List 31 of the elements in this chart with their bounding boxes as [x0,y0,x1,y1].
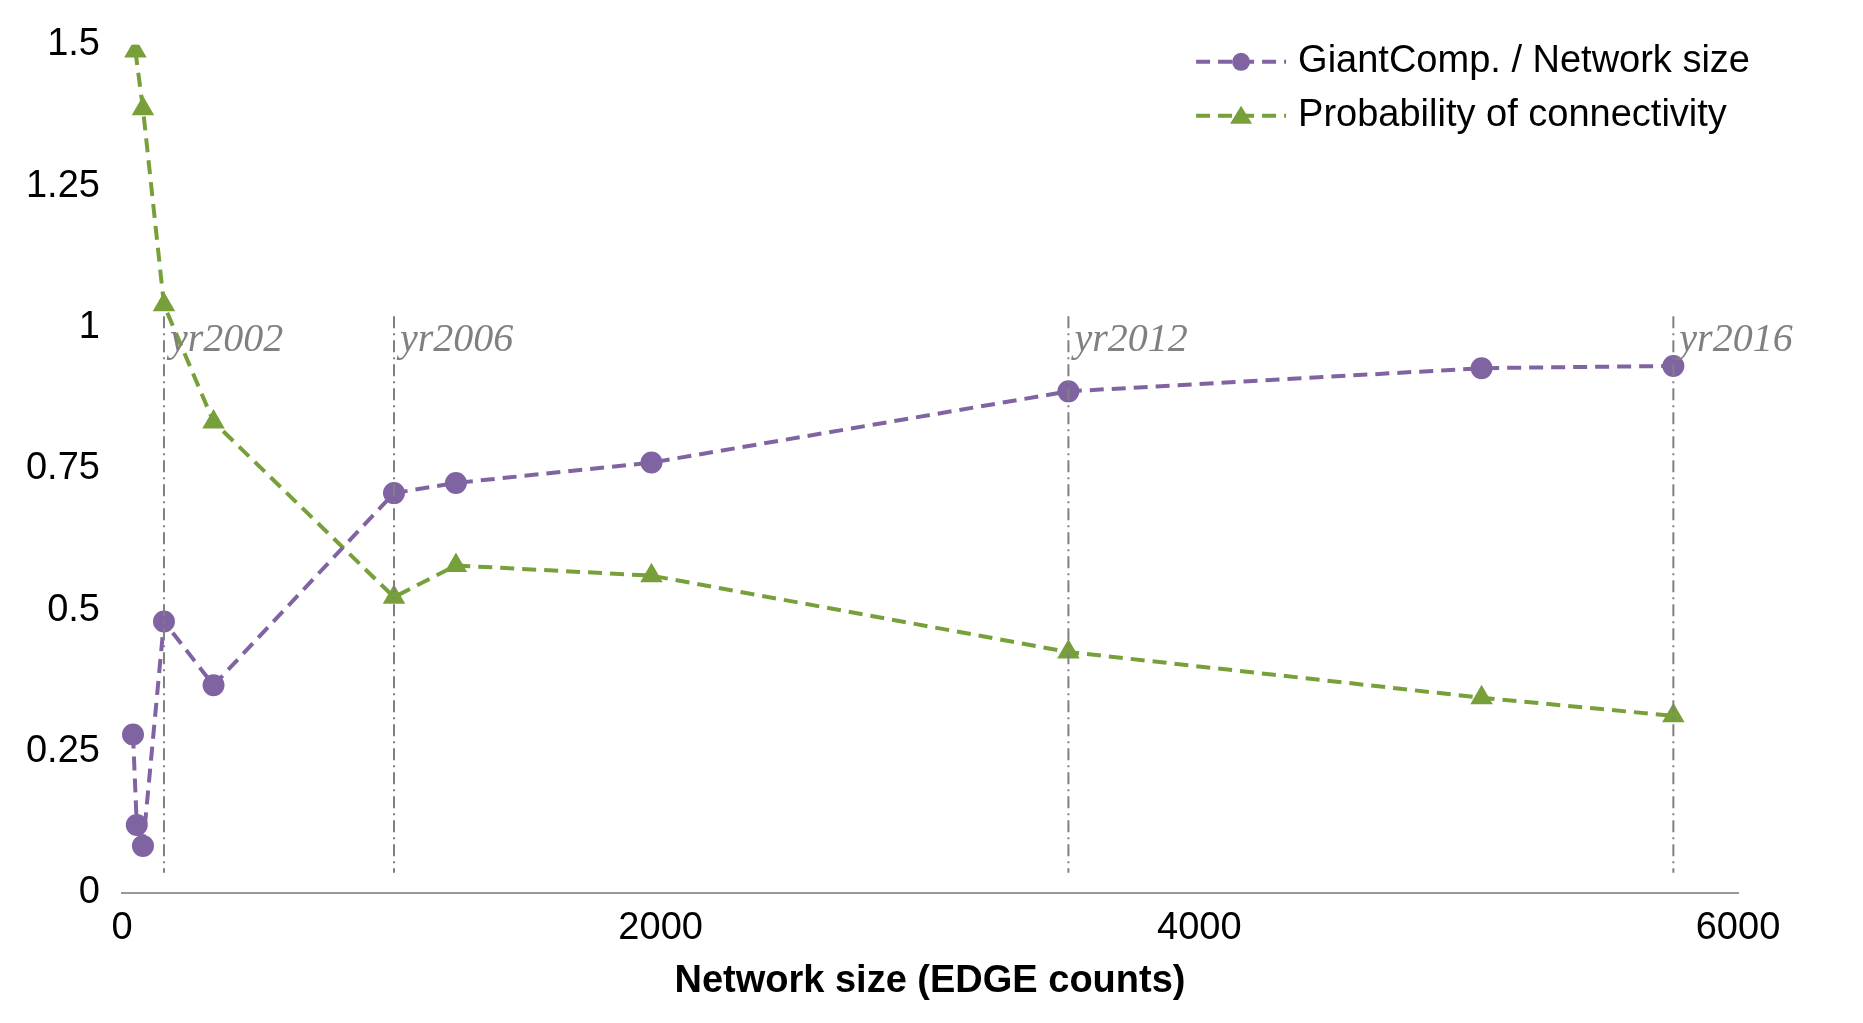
y-tick-label: 1.5 [47,21,100,64]
y-tick-label: 1.25 [25,162,100,205]
legend-label: Probability of connectivity [1298,92,1727,135]
x-tick-label: 2000 [618,905,703,948]
x-tick-label: 6000 [1695,905,1781,948]
x-tick-label: 4000 [1157,905,1242,948]
y-tick-label: 0.75 [25,445,100,488]
ref-line-label: yr2012 [1070,314,1188,360]
y-tick-label: 0.25 [25,727,100,770]
point [125,813,148,836]
ref-line-label: yr2002 [165,314,284,360]
point [131,834,154,857]
y-tick-label: 1 [78,303,100,346]
legend-label: GiantComp. / Network size [1298,38,1750,81]
point [446,554,466,572]
point [203,410,224,429]
point [202,674,225,697]
point [444,471,467,494]
point [640,451,663,474]
y-tick-label: 0 [78,869,100,912]
y-tick-label: 0.5 [47,586,100,629]
point [154,293,174,312]
ref-line-label: yr2016 [1675,314,1793,360]
point [133,97,153,116]
ref-line-label: yr2006 [395,314,514,360]
point [122,723,144,746]
x-axis-title: Network size (EDGE counts) [674,957,1186,1000]
point [152,610,175,633]
x-tick-label: 0 [111,905,133,948]
point [384,586,404,604]
point [1470,357,1493,380]
